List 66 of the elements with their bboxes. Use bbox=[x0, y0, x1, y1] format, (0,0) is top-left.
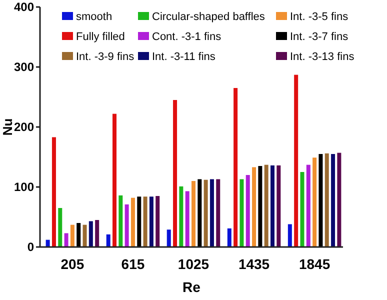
bar bbox=[52, 137, 56, 247]
bar bbox=[46, 240, 50, 247]
bar bbox=[149, 196, 154, 247]
y-tick-label: 400 bbox=[14, 0, 34, 14]
bar bbox=[234, 88, 238, 247]
y-tick-label: 100 bbox=[14, 180, 34, 194]
y-tick-label: 300 bbox=[14, 60, 34, 74]
bar bbox=[112, 114, 116, 247]
bar bbox=[306, 164, 310, 247]
legend-label: smooth bbox=[76, 11, 112, 23]
bar bbox=[143, 196, 148, 247]
bar bbox=[58, 208, 62, 247]
bar bbox=[124, 204, 129, 247]
bar bbox=[76, 223, 81, 247]
bar bbox=[130, 198, 135, 247]
y-axis-title: Nu bbox=[0, 118, 15, 136]
legend-label: Fully filled bbox=[76, 31, 125, 43]
bar bbox=[331, 154, 336, 247]
bar bbox=[210, 179, 214, 247]
bar bbox=[264, 164, 268, 247]
x-axis-title: Re bbox=[182, 279, 201, 295]
bar bbox=[156, 196, 160, 247]
bar bbox=[294, 74, 298, 247]
bar bbox=[240, 179, 244, 247]
bar bbox=[166, 230, 171, 247]
bar bbox=[106, 234, 110, 247]
bar bbox=[118, 195, 123, 247]
bar bbox=[246, 175, 250, 247]
bar bbox=[258, 166, 262, 247]
bar bbox=[192, 181, 196, 247]
bar bbox=[137, 196, 142, 247]
bar bbox=[185, 191, 190, 247]
bar bbox=[300, 172, 304, 247]
bar bbox=[64, 233, 68, 247]
x-tick-label: 1435 bbox=[238, 256, 270, 272]
bar bbox=[318, 154, 323, 247]
x-tick-label: 205 bbox=[60, 256, 84, 272]
y-tick-label: 200 bbox=[14, 120, 34, 134]
bar bbox=[270, 165, 274, 247]
bar bbox=[204, 180, 208, 247]
legend-label: Int. -3-9 fins bbox=[76, 51, 135, 63]
bar bbox=[179, 186, 184, 247]
bar bbox=[216, 179, 220, 247]
legend-label: Int. -3-11 fins bbox=[152, 51, 216, 63]
bar bbox=[288, 224, 292, 247]
x-tick-label: 1845 bbox=[298, 256, 330, 272]
bar bbox=[88, 221, 93, 247]
legend-label: Cont. -3-1 fins bbox=[152, 31, 222, 43]
legend-label: Int. -3-13 fins bbox=[290, 51, 355, 63]
x-tick-label: 1025 bbox=[178, 256, 210, 272]
bar bbox=[82, 224, 87, 247]
bar bbox=[198, 179, 202, 247]
bar bbox=[324, 153, 329, 247]
bar bbox=[337, 152, 342, 247]
bar bbox=[227, 228, 232, 247]
bar bbox=[95, 220, 100, 247]
bar bbox=[312, 158, 317, 247]
x-tick-label: 615 bbox=[121, 256, 145, 272]
legend-label: Int. -3-5 fins bbox=[290, 11, 349, 23]
y-tick-label: 0 bbox=[27, 240, 34, 254]
bar bbox=[173, 100, 178, 247]
legend-label: Int. -3-7 fins bbox=[290, 31, 349, 43]
bar bbox=[252, 167, 256, 247]
bar bbox=[276, 165, 281, 247]
bar bbox=[70, 224, 74, 247]
legend-label: Circular-shaped baffles bbox=[152, 11, 266, 23]
